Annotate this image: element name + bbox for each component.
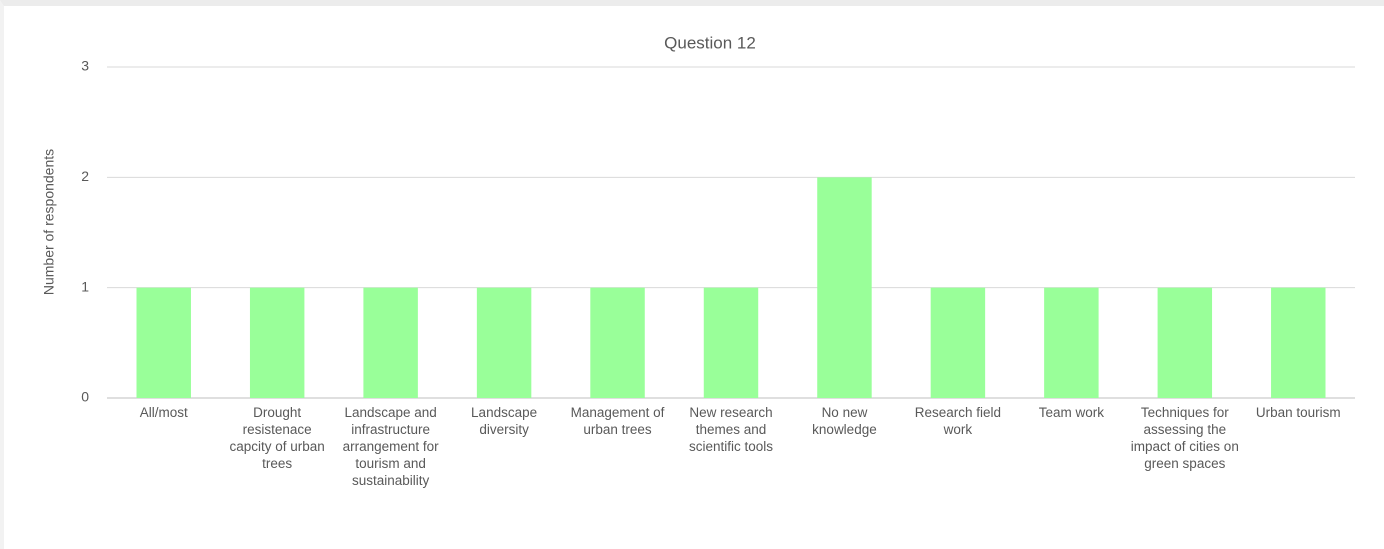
bar [476,287,532,398]
x-tick-label: Techniques for assessing the impact of c… [1130,405,1239,471]
y-tick-label: 1 [81,278,89,294]
x-tick-label: No new knowledge [812,405,877,437]
bar [1157,287,1213,398]
bar [1271,287,1326,398]
bar [1044,287,1099,398]
bar [703,287,759,398]
bar [136,287,191,398]
y-axis-label: Number of respondents [41,149,57,295]
x-tick-label: Research field work [914,405,1002,437]
x-tick-label: All/most [139,405,188,420]
bar [590,287,645,398]
y-tick-label: 2 [81,168,89,184]
bar [249,287,305,398]
y-tick-label: 0 [81,389,89,405]
bar [817,177,872,398]
x-tick-label: Team work [1038,405,1104,420]
x-tick-label: Urban tourism [1255,405,1341,420]
x-tick-label: Drought resistenace capcity of urban tre… [229,405,325,471]
bar [930,287,986,398]
x-tick-label: Management of urban trees [570,405,665,437]
bar [363,287,418,398]
chart-title: Question 12 [664,33,756,52]
x-tick-label: Landscape diversity [471,405,538,437]
x-tick-label: New research themes and scientific tools [688,405,774,454]
x-tick-label: Landscape and infrastructure arrangement… [342,405,439,488]
chart: Question 12 Number of respondents 0 1 2 3 [41,33,1355,405]
y-tick-label: 3 [81,58,89,74]
